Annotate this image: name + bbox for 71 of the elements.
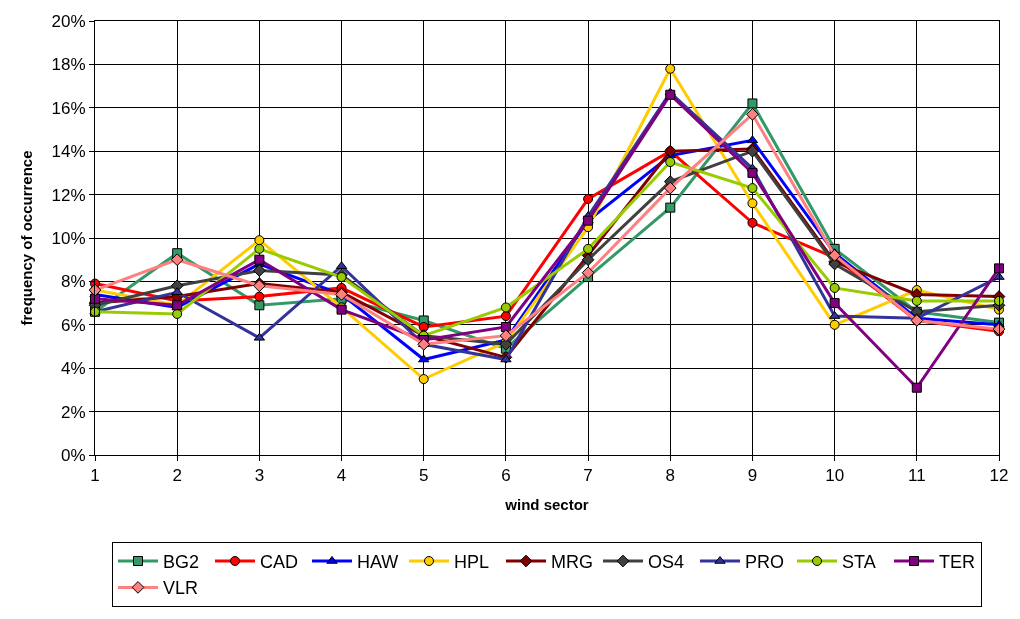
x-tick-label: 7 — [583, 466, 593, 486]
y-tick-label: 0% — [61, 445, 86, 465]
x-tick-label: 6 — [501, 466, 511, 486]
point — [994, 295, 1004, 306]
y-tick-label: 16% — [51, 98, 86, 118]
x-tick-label: 10 — [825, 466, 845, 486]
point — [911, 295, 922, 306]
point — [747, 98, 758, 109]
x-tick-label: 3 — [254, 466, 265, 486]
point — [665, 89, 676, 100]
point — [747, 217, 758, 228]
legend-label: MRG — [551, 552, 593, 573]
x-tick-label: 8 — [665, 466, 675, 486]
point — [170, 253, 184, 267]
point — [663, 181, 677, 195]
legend-label: HAW — [357, 552, 399, 573]
y-tick-label: 14% — [51, 142, 86, 162]
point — [418, 374, 429, 385]
legend-label: VLR — [163, 578, 199, 599]
point — [254, 254, 265, 265]
point — [829, 319, 840, 330]
y-tick-label: 20% — [51, 11, 86, 31]
y-tick-label: 8% — [61, 272, 86, 292]
x-tick-label: 2 — [172, 466, 182, 486]
point — [254, 291, 265, 302]
point — [747, 198, 758, 209]
legend-label: OS4 — [648, 552, 685, 573]
point — [911, 382, 922, 393]
point — [829, 282, 840, 293]
y-tick-label: 12% — [51, 185, 86, 205]
legend-label: TER — [939, 552, 975, 573]
point — [336, 272, 347, 283]
x-tick-label: 1 — [90, 466, 100, 486]
point — [583, 243, 594, 254]
x-tick-label: 4 — [336, 466, 347, 486]
point — [747, 167, 758, 178]
point — [254, 235, 265, 246]
point — [829, 298, 840, 309]
x-tick-label: 11 — [907, 466, 926, 486]
point — [747, 183, 758, 194]
legend-label: PRO — [745, 552, 785, 573]
point — [253, 264, 266, 277]
x-tick-label: 9 — [747, 466, 758, 486]
point — [500, 311, 511, 322]
x-tick-label: 12 — [989, 466, 1009, 486]
y-tick-label: 2% — [61, 402, 86, 422]
y-tick-label: 6% — [61, 315, 86, 335]
point — [499, 329, 513, 342]
point — [583, 193, 594, 204]
point — [994, 263, 1004, 274]
point — [254, 243, 265, 254]
legend-label: CAD — [260, 552, 299, 573]
x-axis-title: wind sector — [504, 496, 589, 514]
point — [581, 253, 595, 267]
point — [665, 63, 676, 74]
legend-label: HPL — [454, 552, 490, 573]
point — [418, 321, 429, 332]
y-tick-label: 4% — [61, 359, 86, 379]
x-tick-label: 5 — [419, 466, 429, 486]
y-tick-label: 10% — [51, 228, 86, 248]
y-axis-title: frequency of occurrence — [17, 150, 35, 326]
legend-label: STA — [842, 552, 876, 573]
y-tick-label: 18% — [51, 55, 86, 75]
point — [418, 354, 430, 363]
point — [254, 300, 265, 311]
legend-label: BG2 — [163, 552, 200, 573]
point — [665, 157, 676, 168]
point — [665, 202, 676, 213]
point — [746, 107, 759, 121]
point — [500, 302, 511, 313]
point — [581, 266, 595, 280]
